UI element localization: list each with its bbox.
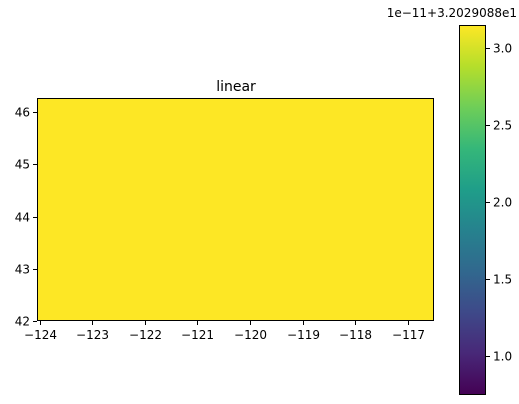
x-tick-label: −119 — [287, 328, 320, 342]
plot-area — [37, 98, 434, 321]
colorbar-tick-label: 3.0 — [493, 42, 512, 56]
colorbar-tick-label: 2.0 — [493, 196, 512, 210]
x-tick-label: −123 — [76, 328, 109, 342]
x-tick-label: −118 — [339, 328, 372, 342]
chart-title: linear — [216, 79, 256, 95]
y-tick-label: 43 — [15, 263, 30, 277]
plot-frame — [37, 98, 434, 321]
y-tick-label: 42 — [15, 315, 30, 329]
colorbar-tick-label: 2.5 — [493, 119, 512, 133]
colorbar-tick-label: 1.5 — [493, 273, 512, 287]
colorbar-offset-label: 1e−11+3.2029088e1 — [387, 6, 517, 20]
colorbar-tick-label: 1.0 — [493, 350, 512, 364]
x-axis: −124 −123 −122 −121 −120 −119 −118 −117 — [24, 321, 425, 342]
y-tick-label: 44 — [15, 211, 30, 225]
y-tick-label: 45 — [15, 158, 30, 172]
colorbar-ticks: 1.0 1.5 2.0 2.5 3.0 — [486, 42, 512, 364]
y-axis: 42 43 44 45 46 — [15, 106, 37, 329]
x-tick-label: −124 — [24, 328, 57, 342]
y-tick-label: 46 — [15, 106, 30, 120]
colorbar-gradient — [459, 25, 486, 395]
x-tick-label: −121 — [181, 328, 214, 342]
x-tick-label: −120 — [234, 328, 267, 342]
x-tick-label: −117 — [392, 328, 425, 342]
x-tick-label: −122 — [129, 328, 162, 342]
heatmap-field — [37, 98, 434, 321]
colorbar: 1.0 1.5 2.0 2.5 3.0 — [459, 25, 512, 395]
